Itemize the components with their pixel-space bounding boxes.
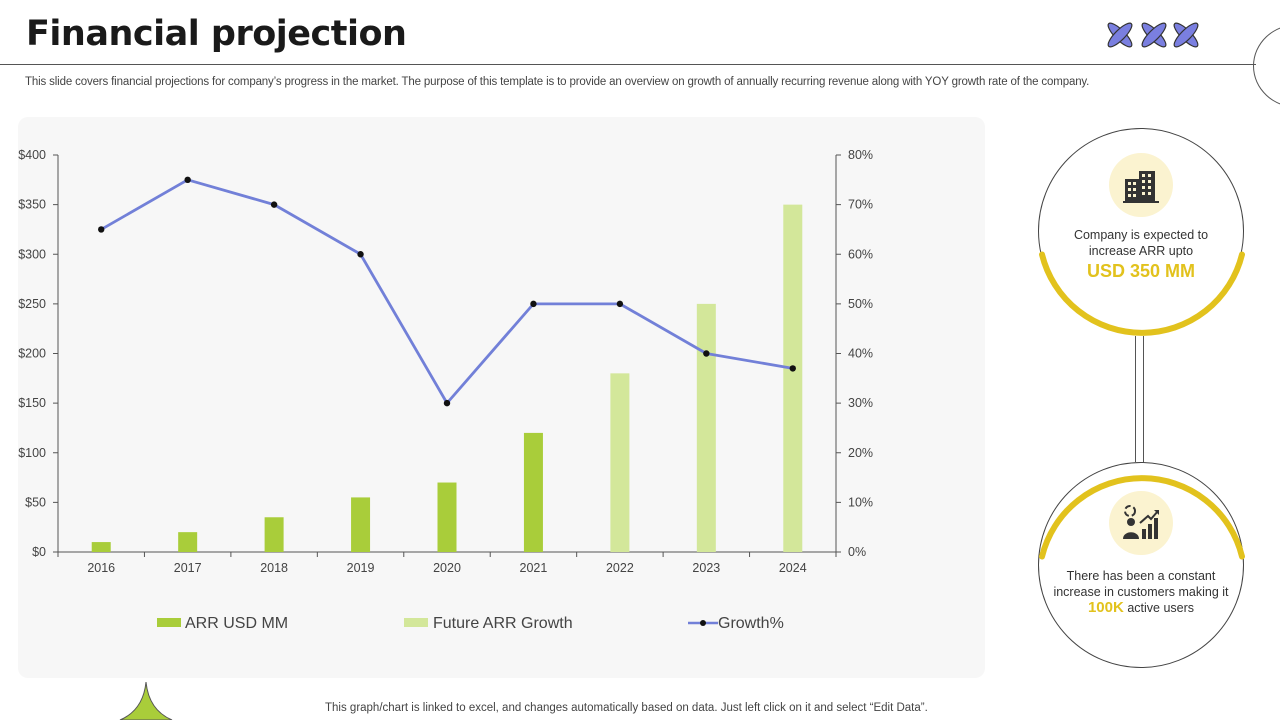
right-axis-tick-label: 10% — [848, 495, 873, 509]
legend-swatch-future — [404, 618, 428, 627]
growth-point — [270, 201, 278, 208]
left-axis-tick-label: $200 — [18, 347, 46, 361]
page-title: Financial projection — [26, 14, 407, 54]
left-axis-tick-label: $250 — [18, 297, 46, 311]
right-axis-tick-label: 0% — [848, 545, 866, 559]
footer-note: This graph/chart is linked to excel, and… — [325, 702, 928, 714]
connector-line-right — [1143, 336, 1144, 462]
bar-arr — [523, 432, 543, 552]
office-building-icon — [1109, 153, 1173, 217]
right-axis-tick-label: 50% — [848, 297, 873, 311]
legend-marker-growth — [700, 620, 706, 626]
legend-label-future: Future ARR Growth — [433, 615, 573, 632]
left-axis-tick-label: $0 — [32, 545, 46, 559]
x-axis-tick-label: 2017 — [174, 561, 202, 575]
x-axis-tick-label: 2023 — [692, 561, 720, 575]
leaf-decoration-icon — [119, 681, 173, 720]
chart-panel[interactable]: $0 0% $50 10% $100 20% $150 30% $200 40% $250 50% $3… — [18, 117, 985, 678]
connector-line-left — [1135, 336, 1136, 462]
page-subtitle: This slide covers financial projections … — [25, 76, 1090, 88]
legend-label-arr: ARR USD MM — [185, 615, 288, 632]
x-axis-tick-label: 2022 — [606, 561, 634, 575]
bar-arr — [264, 517, 284, 552]
highlight-text: There has been a constant increase in cu… — [1053, 568, 1229, 616]
legend-label-growth: Growth% — [718, 615, 784, 632]
bar-arr — [91, 542, 111, 552]
growth-point — [184, 176, 191, 184]
title-divider — [0, 64, 1256, 65]
logo-mark-2 — [1141, 22, 1167, 48]
combo-chart[interactable]: $0 0% $50 10% $100 20% $150 30% $200 40% $250 50% $3… — [18, 117, 985, 678]
highlight-description: Company is expected to increase ARR upto — [1073, 228, 1209, 258]
bar-future-arr — [783, 204, 803, 552]
right-axis-tick-label: 40% — [848, 347, 873, 361]
legend-swatch-arr — [157, 618, 181, 627]
left-axis-tick-label: $100 — [18, 446, 46, 460]
highlight-text: Company is expected to increase ARR upto… — [1053, 227, 1229, 282]
left-axis-tick-label: $350 — [18, 198, 46, 212]
growth-point — [443, 399, 451, 407]
x-axis-tick-label: 2016 — [87, 561, 115, 575]
right-axis-tick-label: 30% — [848, 396, 873, 410]
highlight-value: 100K — [1087, 599, 1124, 616]
bar-arr — [351, 497, 371, 552]
logo-marks-icon — [1107, 22, 1199, 48]
highlight-arc — [1039, 251, 1245, 336]
left-axis-tick-label: $300 — [18, 247, 46, 261]
logo-mark-1 — [1107, 22, 1133, 48]
bar-future-arr — [696, 303, 716, 552]
highlight-card-arr: Company is expected to increase ARR upto… — [1038, 128, 1245, 336]
x-axis-tick-label: 2018 — [260, 561, 288, 575]
growth-point — [616, 300, 624, 308]
left-axis-tick-label: $400 — [18, 148, 46, 162]
highlight-arc — [1039, 475, 1245, 560]
left-axis-tick-label: $150 — [18, 396, 46, 410]
x-axis-tick-label: 2019 — [347, 561, 375, 575]
logo-mark-3 — [1173, 22, 1199, 48]
highlight-description-end: active users — [1127, 601, 1195, 615]
right-axis-tick-label: 80% — [848, 148, 873, 162]
right-axis-tick-label: 60% — [848, 247, 873, 261]
x-axis-tick-label: 2020 — [433, 561, 461, 575]
bar-future-arr — [610, 373, 630, 552]
left-axis-tick-label: $50 — [25, 495, 46, 509]
decorative-ring — [1253, 24, 1280, 108]
bar-arr — [178, 532, 198, 552]
highlight-description: There has been a constant increase in cu… — [1053, 569, 1229, 599]
growth-point — [357, 251, 364, 258]
growth-point — [530, 300, 537, 308]
x-axis-tick-label: 2021 — [520, 561, 548, 575]
growth-point — [789, 365, 796, 372]
growth-chart-person-icon — [1109, 491, 1173, 555]
x-axis-tick-label: 2024 — [779, 561, 807, 575]
growth-line — [100, 178, 794, 405]
right-axis-tick-label: 70% — [848, 198, 873, 212]
highlight-card-users: There has been a constant increase in cu… — [1038, 462, 1245, 668]
growth-point — [98, 226, 105, 233]
highlight-value: USD 350 MM — [1086, 261, 1196, 281]
right-axis-tick-label: 20% — [848, 446, 873, 460]
bar-arr — [437, 482, 457, 552]
growth-point — [703, 350, 710, 357]
